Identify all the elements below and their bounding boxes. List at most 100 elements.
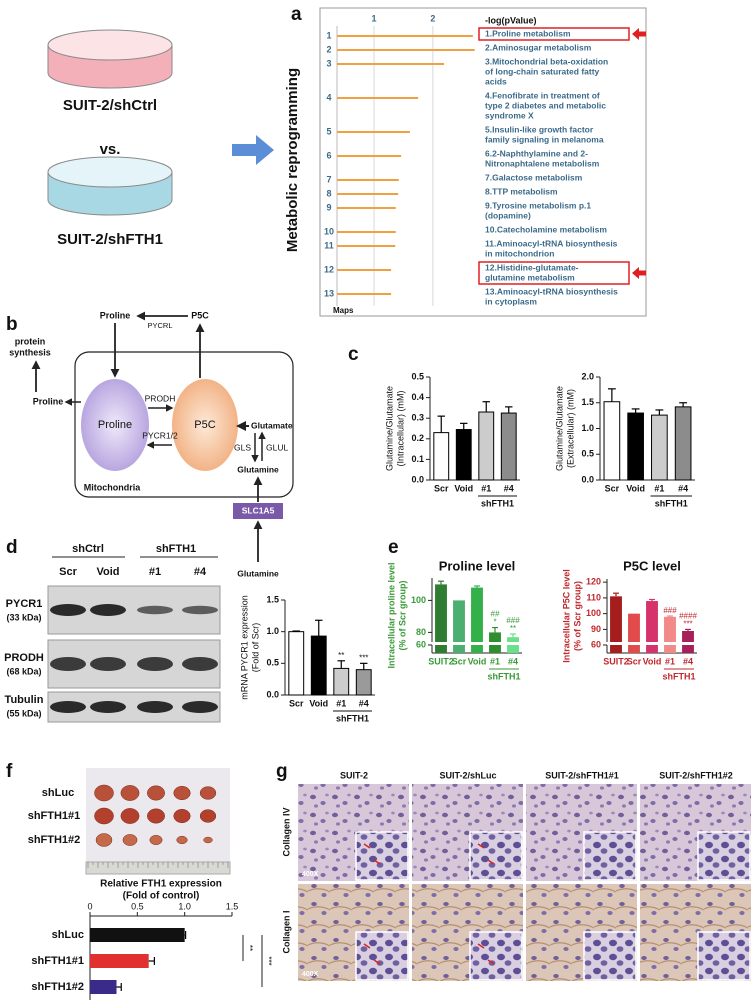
micrograph-inset bbox=[355, 831, 409, 881]
y-tick-label: 90 bbox=[591, 624, 601, 634]
y-tick-label: 0.5 bbox=[581, 449, 594, 459]
bar bbox=[333, 667, 350, 696]
x-tick-label: 2 bbox=[430, 13, 435, 23]
blot-band bbox=[182, 657, 218, 671]
marker-arrow bbox=[487, 859, 495, 865]
chart-title: Relative FTH1 expression bbox=[100, 879, 222, 890]
y-tick-label: 0.4 bbox=[411, 392, 424, 402]
x-tick-label: Scr bbox=[627, 656, 642, 666]
magnification: 400X bbox=[302, 971, 319, 978]
protein-size: (33 kDa) bbox=[6, 612, 41, 622]
bar bbox=[433, 432, 450, 481]
micrograph-inset bbox=[469, 931, 523, 981]
y-tick-label: 11 bbox=[324, 240, 334, 250]
axis-title: (% of Scr group) bbox=[397, 581, 407, 651]
protein-size: (68 kDa) bbox=[6, 666, 41, 676]
y-tick-label: 4 bbox=[326, 92, 331, 102]
blot-band bbox=[137, 605, 173, 615]
y-tick-label: 0.0 bbox=[581, 474, 594, 484]
significance-label: ### bbox=[506, 616, 520, 625]
y-tick-label: shFTH1#1 bbox=[31, 955, 84, 967]
bar bbox=[489, 632, 501, 642]
significance-label: ** bbox=[338, 651, 344, 660]
significance-label: ## bbox=[491, 610, 500, 619]
y-tick-label: 0.1 bbox=[411, 454, 424, 464]
panel-label: b bbox=[6, 314, 18, 335]
y-tick-label: 60 bbox=[416, 639, 426, 649]
y-tick-label: 1 bbox=[326, 30, 331, 40]
pathway-label: in mitochondrion bbox=[485, 248, 554, 258]
transporter bbox=[233, 503, 283, 519]
pathway-label: glutamine metabolism bbox=[485, 272, 575, 282]
x-tick-label: Void bbox=[643, 656, 662, 666]
panel-label: a bbox=[291, 4, 302, 25]
blot-band bbox=[90, 604, 126, 616]
bar bbox=[471, 587, 483, 642]
group-label: shCtrl bbox=[72, 543, 104, 555]
bar bbox=[507, 645, 519, 653]
highlight-arrow bbox=[632, 28, 646, 40]
tumor bbox=[94, 784, 114, 802]
chart-title: Proline level bbox=[439, 558, 516, 573]
x-tick-label: #4 bbox=[504, 483, 514, 493]
axis-title: Glutamine/Glutamate bbox=[384, 386, 394, 471]
y-tick-label: 0.5 bbox=[266, 658, 279, 668]
column-label: SUIT-2/shFTH1#1 bbox=[545, 770, 619, 780]
blot-band bbox=[90, 701, 126, 713]
pathway-label: 11.Aminoacyl-tRNA biosynthesis bbox=[485, 238, 618, 248]
row-label: Collagen IV bbox=[281, 807, 291, 856]
highlight-box bbox=[478, 261, 630, 285]
y-tick-label: 60 bbox=[591, 639, 601, 649]
tumor bbox=[95, 833, 113, 847]
pathway-label: 6.2-Naphthylamine and 2- bbox=[485, 148, 588, 158]
node-label: Proline bbox=[100, 310, 131, 320]
marker-arrow bbox=[477, 943, 485, 949]
pathway-label: 8.TTP metabolism bbox=[485, 186, 558, 196]
bar bbox=[455, 429, 472, 481]
x-tick-label: 0 bbox=[87, 901, 92, 911]
significance-label: *** bbox=[683, 620, 692, 629]
axis-title: (Fold of Scr) bbox=[250, 623, 260, 673]
column-label: SUIT-2 bbox=[340, 770, 368, 780]
significance-label: ** bbox=[510, 624, 516, 633]
bar bbox=[646, 601, 658, 642]
x-tick-label: Void bbox=[454, 483, 473, 493]
group-label: shFTH1 bbox=[156, 543, 196, 555]
pathway-label: 7.Galactose metabolism bbox=[485, 172, 583, 182]
pathway-label: 9.Tyrosine metabolism p.1 bbox=[485, 200, 591, 210]
micrograph-inset bbox=[469, 831, 523, 881]
column-label: SUIT-2/shLuc bbox=[439, 770, 496, 780]
axis-title: Maps bbox=[333, 306, 354, 315]
y-tick-label: 0.5 bbox=[411, 371, 424, 381]
y-tick-label: 6 bbox=[326, 150, 331, 160]
y-tick-label: 7 bbox=[326, 174, 331, 184]
axis-title: (Extracellular) (mM) bbox=[565, 389, 575, 468]
condition-label: SUIT-2/shFTH1 bbox=[57, 231, 163, 248]
protein-size: (55 kDa) bbox=[6, 708, 41, 718]
x-tick-label: Scr bbox=[289, 698, 304, 708]
bar bbox=[355, 669, 372, 696]
row-label: shFTH1#1 bbox=[28, 810, 81, 822]
chart-title: (Fold of control) bbox=[123, 891, 200, 902]
group-label: shFTH1 bbox=[487, 671, 520, 681]
blot-band bbox=[182, 701, 218, 713]
bar bbox=[435, 584, 447, 642]
tumor bbox=[120, 808, 140, 824]
y-tick-label: shFTH1#2 bbox=[31, 981, 84, 993]
x-tick-label: #4 bbox=[508, 656, 518, 666]
axis-title: Intracellular proline level bbox=[386, 562, 396, 668]
node-label: synthesis bbox=[9, 347, 51, 357]
bar bbox=[489, 645, 501, 653]
marker-arrow bbox=[373, 859, 381, 865]
y-tick-label: 0.3 bbox=[411, 413, 424, 423]
x-tick-label: #4 bbox=[678, 483, 688, 493]
pathway-label: 2.Aminosugar metabolism bbox=[485, 42, 592, 52]
bar bbox=[628, 645, 640, 653]
x-tick-label: #1 bbox=[481, 483, 491, 493]
y-tick-label: 2 bbox=[326, 44, 331, 54]
pathway-label: type 2 diabetes and metabolic bbox=[485, 100, 606, 110]
bar bbox=[90, 954, 149, 968]
micrograph-inset bbox=[697, 931, 751, 981]
enzyme-label: PYCR1/2 bbox=[142, 430, 178, 440]
panel-label: d bbox=[6, 537, 18, 558]
